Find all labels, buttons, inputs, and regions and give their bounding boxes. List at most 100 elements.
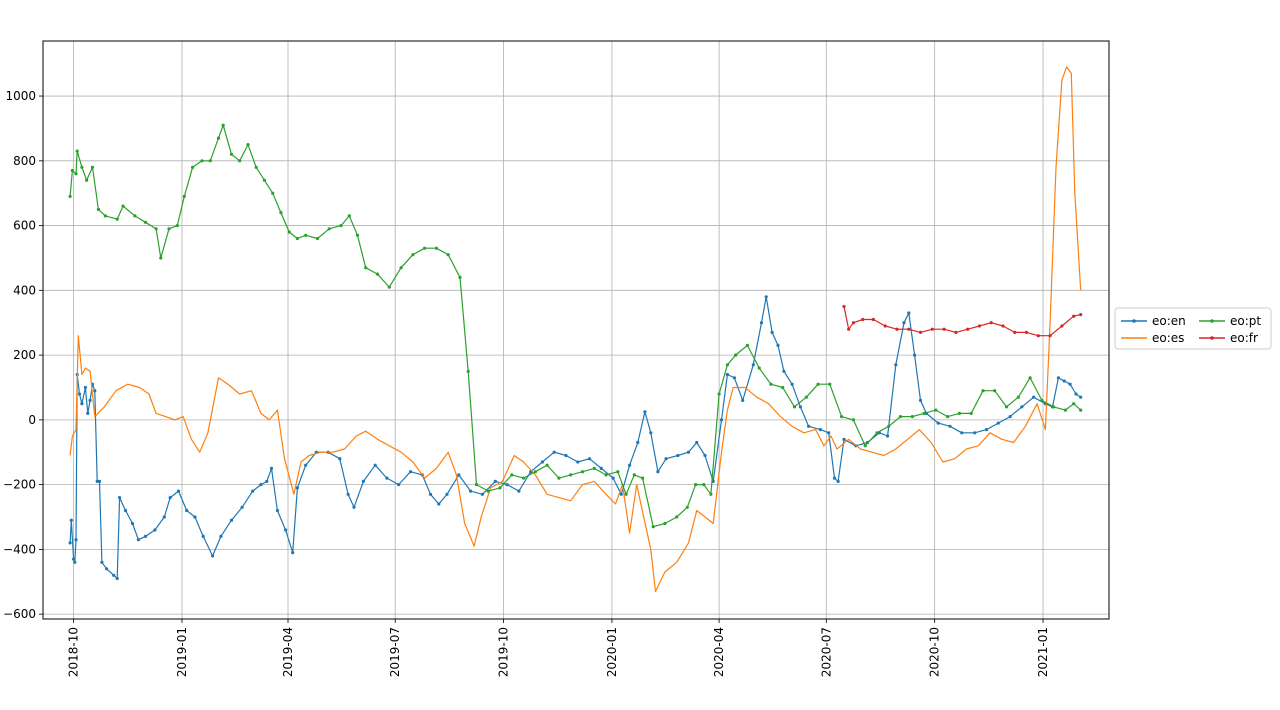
data-point [522, 476, 526, 480]
data-point [632, 473, 636, 477]
data-point [757, 366, 761, 370]
data-point [910, 415, 914, 419]
data-point [663, 521, 667, 526]
y-tick-label: 1000 [5, 89, 36, 103]
data-point [346, 492, 350, 496]
y-tick-label: 0 [28, 413, 36, 427]
data-point [75, 149, 79, 153]
data-point [143, 220, 148, 224]
data-point [725, 372, 730, 377]
data-point [818, 428, 823, 432]
data-point [90, 165, 95, 169]
data-point [557, 476, 561, 480]
data-point [347, 214, 351, 218]
y-tick-label: −600 [3, 607, 36, 621]
data-point [871, 317, 876, 322]
data-point [628, 463, 632, 467]
data-point [751, 363, 755, 367]
data-point [123, 508, 128, 513]
data-point [649, 431, 653, 435]
data-point [907, 311, 911, 315]
x-axis: 2018-10 2019-01 2019-04 2019-07 2019-10 2020-… [67, 619, 1050, 677]
data-point [576, 460, 580, 464]
data-point [770, 330, 774, 334]
data-point [604, 473, 608, 477]
data-point [717, 392, 721, 396]
data-point [121, 204, 125, 208]
data-point [327, 227, 331, 231]
data-point [510, 473, 514, 477]
data-point [68, 541, 72, 545]
data-point [88, 398, 92, 402]
data-point [533, 470, 538, 474]
data-point [80, 402, 84, 406]
data-point [1004, 405, 1009, 409]
data-point [162, 515, 166, 519]
data-point [564, 453, 568, 458]
data-point [437, 502, 441, 506]
data-point [1008, 415, 1012, 419]
data-point [154, 227, 158, 231]
legend-marker [1132, 319, 1136, 323]
data-point [1013, 330, 1017, 334]
data-point [1020, 405, 1024, 409]
y-tick-label: 200 [13, 348, 36, 362]
data-point [83, 385, 87, 390]
data-point [208, 159, 212, 163]
data-point [966, 327, 970, 331]
data-point [304, 463, 308, 467]
data-point [764, 295, 768, 299]
data-point [352, 505, 356, 509]
data-point [782, 369, 786, 373]
data-point [457, 473, 461, 477]
data-point [587, 457, 592, 461]
data-point [790, 382, 794, 386]
data-point [918, 330, 923, 334]
data-point [930, 327, 934, 331]
series-line [843, 306, 1081, 337]
data-point [93, 389, 97, 393]
data-point [168, 496, 172, 500]
x-tick-label: 2018-10 [67, 627, 81, 677]
data-point [703, 453, 707, 458]
data-point [643, 410, 647, 414]
data-point [895, 327, 899, 331]
data-point [887, 424, 891, 428]
legend-marker [1210, 319, 1214, 323]
data-point [804, 395, 808, 399]
data-point [686, 450, 691, 454]
data-point [592, 466, 596, 470]
series-line [69, 66, 1082, 593]
data-point [387, 285, 391, 289]
data-point [734, 353, 738, 357]
data-point [445, 492, 449, 496]
y-tick-label: 600 [13, 219, 36, 233]
data-point [675, 515, 679, 519]
data-point [385, 476, 389, 480]
x-tick-label: 2020-10 [928, 627, 942, 677]
series-line [69, 296, 1082, 580]
data-point [446, 253, 450, 257]
data-point [517, 489, 521, 493]
data-point [153, 528, 157, 532]
data-point [1072, 314, 1076, 318]
data-point [143, 534, 148, 539]
y-tick-label: −400 [3, 542, 36, 556]
data-point [656, 470, 660, 474]
x-tick-label: 2019-07 [388, 627, 402, 677]
data-point [599, 466, 603, 470]
data-point [458, 275, 462, 279]
x-tick-label: 2019-01 [175, 627, 189, 677]
data-point [304, 233, 308, 237]
data-point [72, 557, 76, 561]
data-point [709, 492, 713, 496]
data-point [847, 327, 851, 331]
y-tick-label: 800 [13, 154, 36, 168]
data-point [97, 479, 102, 483]
x-tick-label: 2020-01 [605, 627, 619, 677]
data-point [1074, 392, 1078, 396]
data-point [74, 538, 78, 542]
data-point [103, 214, 107, 218]
data-point [798, 405, 803, 409]
